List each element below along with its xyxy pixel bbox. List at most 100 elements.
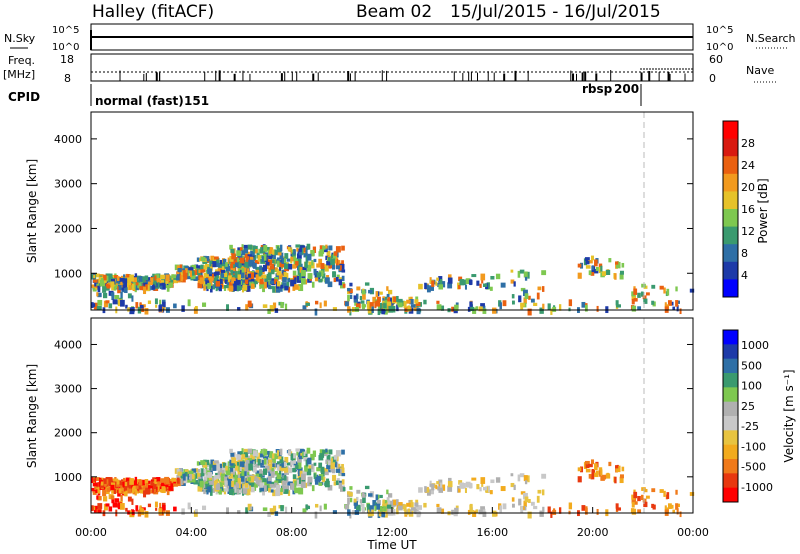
velocity-cell <box>248 485 253 492</box>
velocity-cell <box>184 469 189 474</box>
power-cell <box>262 304 268 308</box>
power-cell <box>314 308 318 316</box>
power-cell <box>619 273 624 280</box>
velocity-cell <box>633 501 638 505</box>
power-cell <box>250 278 255 283</box>
velocity-ytick-3: 1000 <box>54 471 82 484</box>
power-cell <box>208 273 212 277</box>
power-cell <box>119 277 124 282</box>
velocity-cell <box>131 487 135 494</box>
velocity-cell <box>341 449 345 455</box>
velocity-cell <box>222 462 227 468</box>
power-cell <box>247 273 251 278</box>
power-cell <box>490 275 495 280</box>
velocity-cell <box>470 509 475 515</box>
velocity-cell <box>186 479 191 483</box>
velocity-cell <box>659 489 664 493</box>
power-cell <box>472 307 477 314</box>
power-cell <box>600 265 603 272</box>
velocity-cell <box>476 484 480 490</box>
power-cell <box>269 280 274 285</box>
power-cell <box>284 303 288 311</box>
velocity-cell <box>320 470 325 477</box>
velocity-cell <box>327 460 331 466</box>
velocity-cell <box>226 507 230 515</box>
power-cell <box>112 299 118 305</box>
velocity-cell <box>530 501 535 506</box>
power-cell <box>237 274 241 280</box>
power-cell <box>159 299 162 305</box>
velocity-cell <box>246 489 251 496</box>
velocity-cell <box>118 488 122 494</box>
power-cell <box>294 284 299 290</box>
velocity-cell <box>199 472 205 477</box>
velocity-cell <box>598 467 603 471</box>
power-cell <box>268 267 271 275</box>
power-cell <box>162 301 166 308</box>
velocity-cell <box>237 451 242 456</box>
velocity-cell <box>204 487 208 493</box>
power-cell <box>249 256 254 261</box>
velocity-cell <box>204 481 209 485</box>
velocity-cell <box>100 481 104 486</box>
power-cell <box>248 279 252 284</box>
velocity-cell <box>238 457 243 464</box>
velocity-cell <box>135 505 139 512</box>
velocity-colorbar-tick-0: 1000 <box>741 339 769 352</box>
velocity-cell <box>123 491 127 497</box>
power-cell <box>97 299 103 306</box>
power-cell <box>125 283 129 291</box>
power-cell <box>631 291 636 297</box>
cpid-mode-id-1: 151 <box>184 94 209 108</box>
power-cell <box>326 250 331 257</box>
velocity-cell <box>150 481 154 486</box>
beam-label: Beam 02 <box>356 2 432 22</box>
velocity-cell <box>259 469 263 474</box>
velocity-cell <box>160 478 165 483</box>
power-cell <box>265 261 270 266</box>
velocity-cell <box>119 481 124 486</box>
velocity-cell <box>243 486 246 490</box>
nave-label: Nave <box>746 64 774 77</box>
power-colorbar-label: Power [dB] <box>756 178 770 243</box>
velocity-cell <box>173 506 177 512</box>
velocity-cell <box>271 467 274 472</box>
velocity-cell <box>341 479 345 485</box>
velocity-cell <box>230 452 235 457</box>
power-cell <box>91 302 94 308</box>
power-cell <box>225 274 229 279</box>
velocity-cell <box>366 504 371 511</box>
velocity-cell <box>645 495 650 499</box>
velocity-cell <box>615 465 619 469</box>
power-cell <box>269 285 274 290</box>
velocity-cell <box>237 482 241 489</box>
power-cell <box>409 299 414 305</box>
power-cell <box>239 257 245 264</box>
power-cell <box>213 277 219 285</box>
velocity-cell <box>590 459 595 465</box>
velocity-cell <box>276 464 280 471</box>
power-cell <box>244 253 249 258</box>
velocity-cell <box>304 465 308 472</box>
power-colorbar-segment-6 <box>723 226 738 245</box>
power-cell <box>677 300 680 304</box>
power-cell <box>520 287 526 292</box>
power-cell <box>270 269 275 275</box>
power-cell <box>354 306 360 312</box>
velocity-cell <box>372 500 377 507</box>
power-cell <box>225 265 231 272</box>
power-cell <box>127 307 130 312</box>
velocity-cell <box>528 498 531 504</box>
power-cell <box>94 282 97 287</box>
velocity-cell <box>354 503 357 509</box>
velocity-colorbar-tick-6: -500 <box>741 461 766 474</box>
power-cell <box>577 272 582 279</box>
velocity-cell <box>511 503 515 508</box>
power-cell <box>141 306 145 313</box>
velocity-cell <box>245 460 250 466</box>
power-cell <box>426 286 431 293</box>
velocity-cell <box>262 489 265 496</box>
power-cell <box>184 268 188 273</box>
power-cell <box>495 273 501 280</box>
time-tick-6: 00:00 <box>677 526 709 539</box>
